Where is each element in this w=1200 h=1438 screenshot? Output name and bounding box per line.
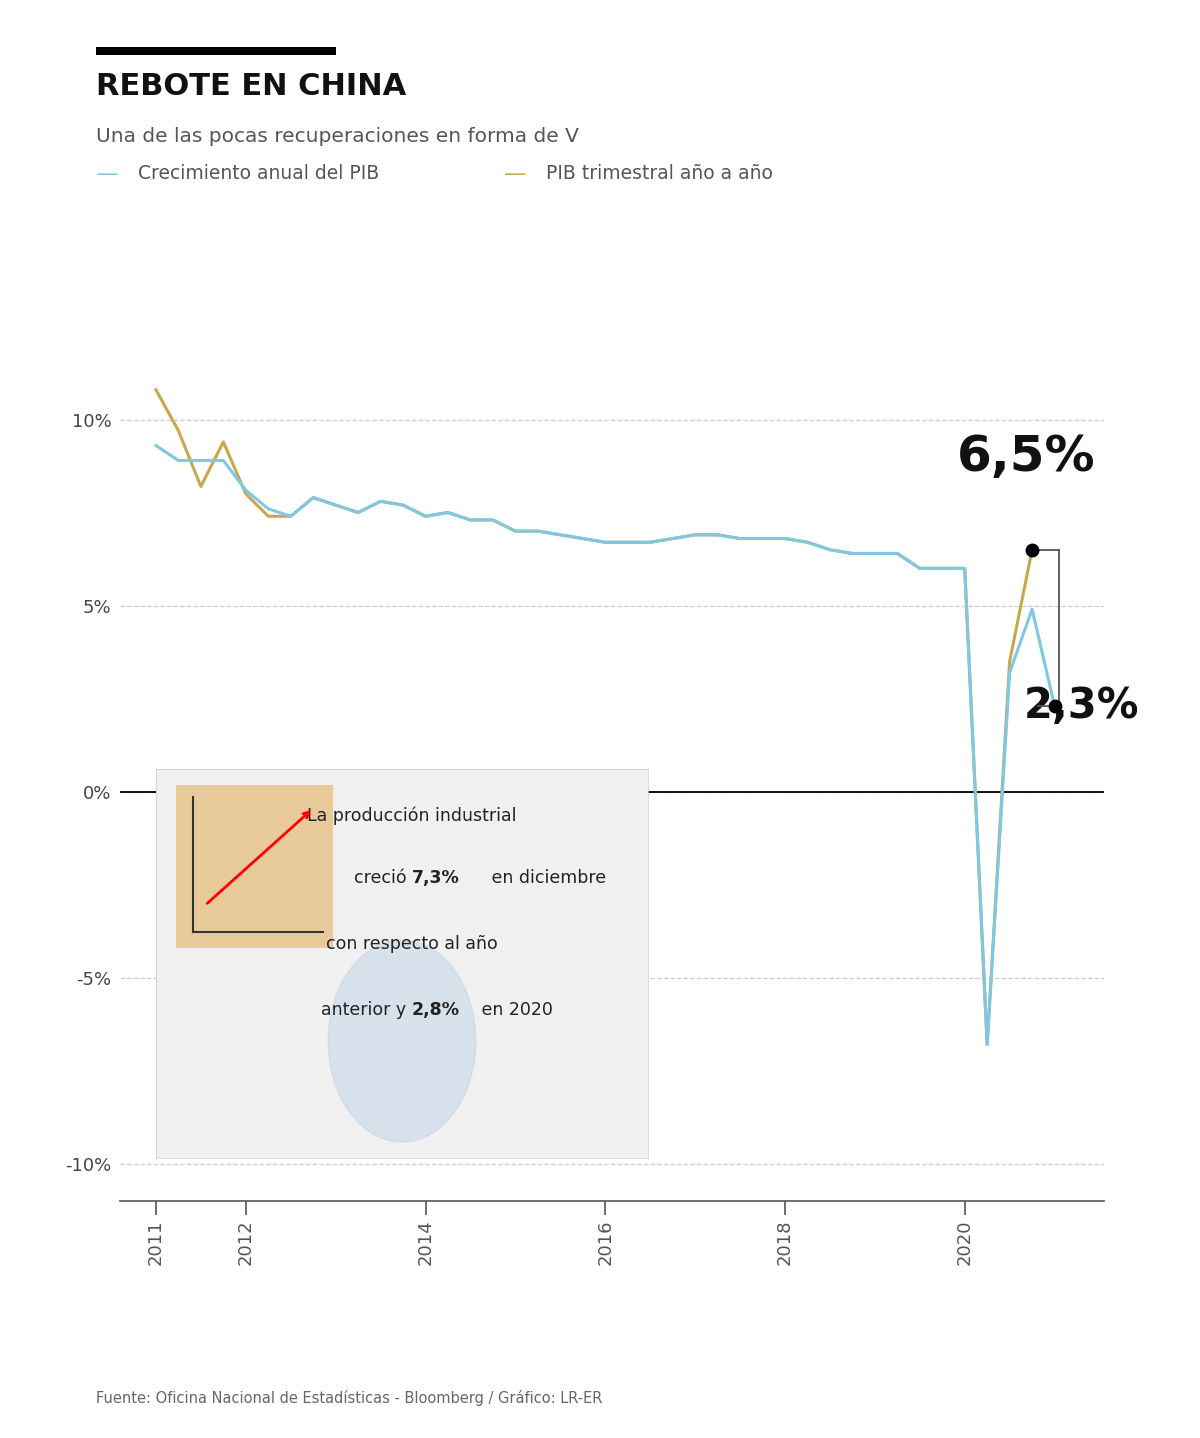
Text: 2,8%: 2,8% (412, 1001, 460, 1020)
Text: 6,5%: 6,5% (956, 433, 1096, 480)
Text: creció: creció (354, 869, 412, 887)
Text: —: — (504, 164, 527, 184)
Text: en 2020: en 2020 (475, 1001, 553, 1020)
Text: REBOTE EN CHINA: REBOTE EN CHINA (96, 72, 407, 101)
Text: 7,3%: 7,3% (412, 869, 460, 887)
Text: Crecimiento anual del PIB: Crecimiento anual del PIB (138, 164, 379, 183)
FancyBboxPatch shape (175, 785, 334, 948)
Text: anterior y: anterior y (322, 1001, 412, 1020)
Text: —: — (96, 164, 119, 184)
Text: Una de las pocas recuperaciones en forma de V: Una de las pocas recuperaciones en forma… (96, 127, 578, 145)
Text: Fuente: Oficina Nacional de Estadísticas - Bloomberg / Gráfico: LR-ER: Fuente: Oficina Nacional de Estadísticas… (96, 1391, 602, 1406)
Ellipse shape (329, 940, 475, 1142)
Text: en diciembre: en diciembre (486, 869, 606, 887)
Text: PIB trimestral año a año: PIB trimestral año a año (546, 164, 773, 183)
Text: con respecto al año: con respecto al año (326, 935, 498, 953)
Text: La producción industrial: La producción industrial (307, 807, 516, 825)
Text: 2,3%: 2,3% (1024, 684, 1139, 728)
